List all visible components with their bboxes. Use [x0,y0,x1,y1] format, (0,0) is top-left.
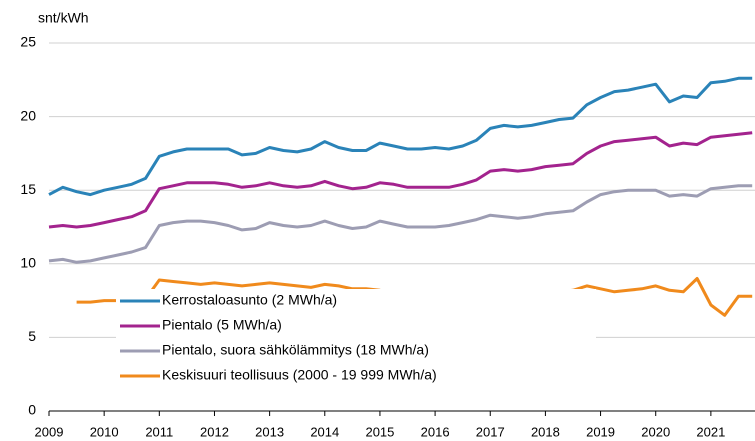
x-tick-label: 2015 [365,424,394,439]
series-line [48,184,753,264]
x-tick-label: 2009 [35,424,64,439]
x-tick-label: 2016 [421,424,450,439]
y-tick-label: 25 [20,34,36,50]
y-tick-label: 10 [20,255,36,271]
series-line [48,131,753,229]
y-tick-label: 20 [20,107,36,123]
x-tick-label: 2013 [255,424,284,439]
x-tick-label: 2021 [696,424,725,439]
x-tick-label: 2017 [476,424,505,439]
x-tick-label: 2012 [200,424,229,439]
y-tick-label: 15 [20,181,36,197]
y-tick-label: 0 [28,402,36,418]
x-tick-label: 2019 [586,424,615,439]
series-line [48,76,753,197]
x-tick-label: 2011 [145,424,173,439]
y-tick-label: 5 [28,328,36,344]
y-axis-label: snt/kWh [38,10,89,26]
legend-box [116,289,596,393]
x-tick-label: 2014 [310,424,339,439]
legend-label: Pientalo, suora sähkölämmitys (18 MWh/a) [162,342,429,358]
x-tick-label: 2020 [641,424,670,439]
x-tick-label: 2010 [90,424,119,439]
legend-label: Keskisuuri teollisuus (2000 - 19 999 MWh… [162,367,437,383]
legend-label: Kerrostaloasunto (2 MWh/a) [162,292,337,308]
x-tick-label: 2018 [531,424,560,439]
legend-label: Pientalo (5 MWh/a) [162,317,282,333]
